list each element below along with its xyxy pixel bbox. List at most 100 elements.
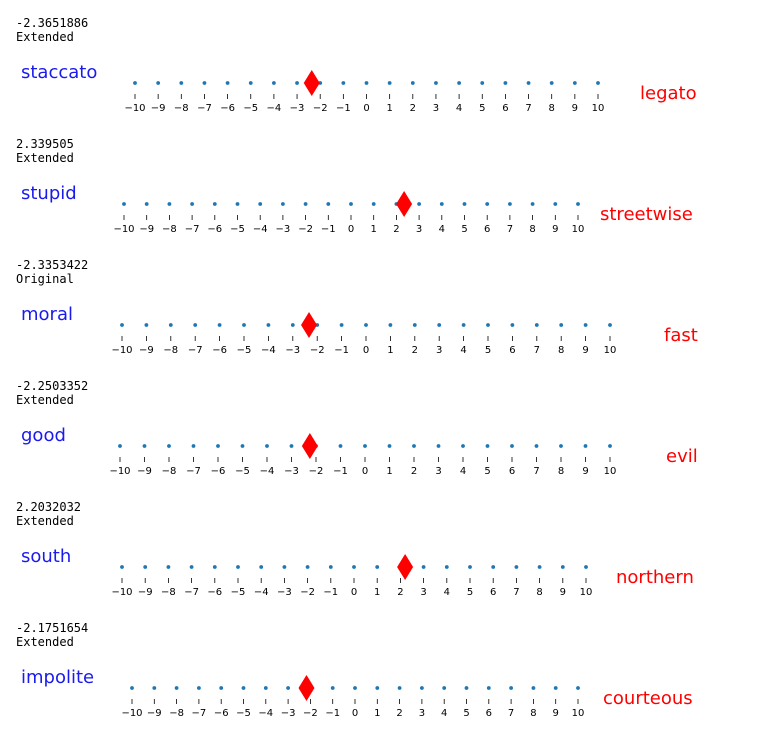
scale-point xyxy=(286,686,290,690)
scale-point xyxy=(120,323,124,327)
tick-label: −8 xyxy=(169,708,184,719)
tick-label: −3 xyxy=(290,103,305,114)
tick-label: 6 xyxy=(484,224,490,235)
tick-label: −4 xyxy=(253,224,268,235)
scale-point xyxy=(282,565,287,569)
scale-point xyxy=(608,444,612,448)
scale-point xyxy=(412,323,417,327)
scale-point xyxy=(434,81,438,85)
tick-label: 9 xyxy=(582,466,588,477)
value-marker xyxy=(396,191,413,217)
tick-label: −10 xyxy=(124,103,145,114)
tick-label: 2 xyxy=(411,466,417,477)
scale-point xyxy=(339,323,344,327)
tick-label: 2 xyxy=(397,587,403,598)
source-label: Extended xyxy=(16,514,74,528)
tick-label: −3 xyxy=(276,224,291,235)
tick-label: 9 xyxy=(560,587,566,598)
tick-label: 9 xyxy=(582,345,588,356)
tick-label: 4 xyxy=(444,587,450,598)
tick-label: 10 xyxy=(604,466,617,477)
scale-point xyxy=(133,81,137,85)
scale-point xyxy=(118,444,122,448)
scale-point xyxy=(436,444,441,448)
left-pole-word: impolite xyxy=(21,667,95,688)
tick-label: −10 xyxy=(111,587,132,598)
score-value: 2.2032032 xyxy=(16,500,82,514)
tick-label: −6 xyxy=(220,103,235,114)
scale-point xyxy=(363,444,367,448)
tick-label: −6 xyxy=(207,224,222,235)
tick-label: −7 xyxy=(186,466,201,477)
scale-point xyxy=(553,202,558,206)
tick-label: 10 xyxy=(592,103,605,114)
tick-label: 10 xyxy=(580,587,593,598)
scale-point xyxy=(272,81,276,85)
scale-point xyxy=(530,202,535,206)
tick-label: 6 xyxy=(502,103,508,114)
tick-label: 8 xyxy=(536,587,542,598)
scale-point xyxy=(167,202,172,206)
tick-label: −6 xyxy=(212,345,227,356)
tick-label: −1 xyxy=(333,466,348,477)
scale-point xyxy=(486,323,490,327)
scale-point xyxy=(387,444,392,448)
source-label: Original xyxy=(16,272,74,286)
tick-label: −9 xyxy=(147,708,162,719)
tick-label: −7 xyxy=(184,587,199,598)
scale-point xyxy=(462,202,467,206)
scale-point xyxy=(510,444,514,448)
left-pole-word: stupid xyxy=(21,183,77,204)
scale-point xyxy=(259,565,264,569)
tick-label: −5 xyxy=(231,587,246,598)
scale-point xyxy=(387,81,392,85)
scale-point xyxy=(326,202,331,206)
scale-point xyxy=(503,81,508,85)
scale-panel: -2.2503352 Extended good evil −10 −9 −8 −7 −6 −5−… xyxy=(0,379,779,500)
scale-axis: −10 −9 −8 −7 −6 −5 −4 −3 −2 −1 0 1 2 3 4 5 6 7 8 9 10 xyxy=(124,70,605,114)
tick-label: 1 xyxy=(374,587,380,598)
scale-point xyxy=(240,444,245,448)
scale-point xyxy=(130,686,134,690)
tick-label: −1 xyxy=(325,708,340,719)
tick-label: −4 xyxy=(258,708,273,719)
scale-panel: 2.339505 Extended stupid streetwise −10 −9 −8−… xyxy=(0,137,779,258)
tick-label: −5 xyxy=(236,708,251,719)
scale-point xyxy=(122,202,126,206)
scale-point xyxy=(202,81,207,85)
scale-point xyxy=(480,81,485,85)
tick-label: −1 xyxy=(334,345,349,356)
left-pole-word: good xyxy=(21,425,66,446)
scale-point xyxy=(338,444,343,448)
scale-point xyxy=(303,202,308,206)
tick-label: 10 xyxy=(604,345,617,356)
tick-label: 5 xyxy=(467,587,473,598)
scale-point xyxy=(142,444,147,448)
left-pole-word: south xyxy=(21,546,72,567)
tick-label: 4 xyxy=(460,345,466,356)
tick-label: 4 xyxy=(460,466,466,477)
tick-label: 0 xyxy=(363,345,369,356)
scale-point xyxy=(328,565,333,569)
scale-point xyxy=(508,202,512,206)
scale-point xyxy=(461,444,465,448)
tick-label: −10 xyxy=(121,708,142,719)
scale-point xyxy=(217,323,222,327)
scale-point xyxy=(509,686,513,690)
tick-label: −1 xyxy=(336,103,351,114)
tick-label: −1 xyxy=(321,224,336,235)
scale-point xyxy=(364,81,369,85)
value-marker xyxy=(301,433,318,459)
right-pole-word: fast xyxy=(664,325,698,346)
tick-label: 6 xyxy=(486,708,492,719)
scale-point xyxy=(353,686,357,690)
scale-point xyxy=(534,323,539,327)
scale-panel: 2.2032032 Extended south northern −10 −9 −8 −7−… xyxy=(0,500,779,621)
tick-label: −4 xyxy=(254,587,269,598)
tick-label: −5 xyxy=(235,466,250,477)
scale-point xyxy=(444,565,449,569)
tick-label: −8 xyxy=(162,466,177,477)
scale-point xyxy=(549,81,554,85)
scale-point xyxy=(242,323,246,327)
tick-label: 3 xyxy=(435,466,441,477)
